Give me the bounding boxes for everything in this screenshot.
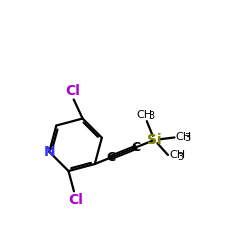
Text: 3: 3 [184,134,190,143]
Text: CH: CH [169,150,185,160]
Text: 3: 3 [148,111,154,121]
Text: N: N [44,145,55,159]
Text: CH: CH [176,132,192,142]
Text: Cl: Cl [65,84,80,98]
Text: C: C [106,151,116,164]
Text: 3: 3 [177,152,184,162]
Text: CH: CH [136,110,152,120]
Text: Si: Si [147,133,162,147]
Text: Cl: Cl [68,192,83,206]
Text: C: C [132,141,140,154]
